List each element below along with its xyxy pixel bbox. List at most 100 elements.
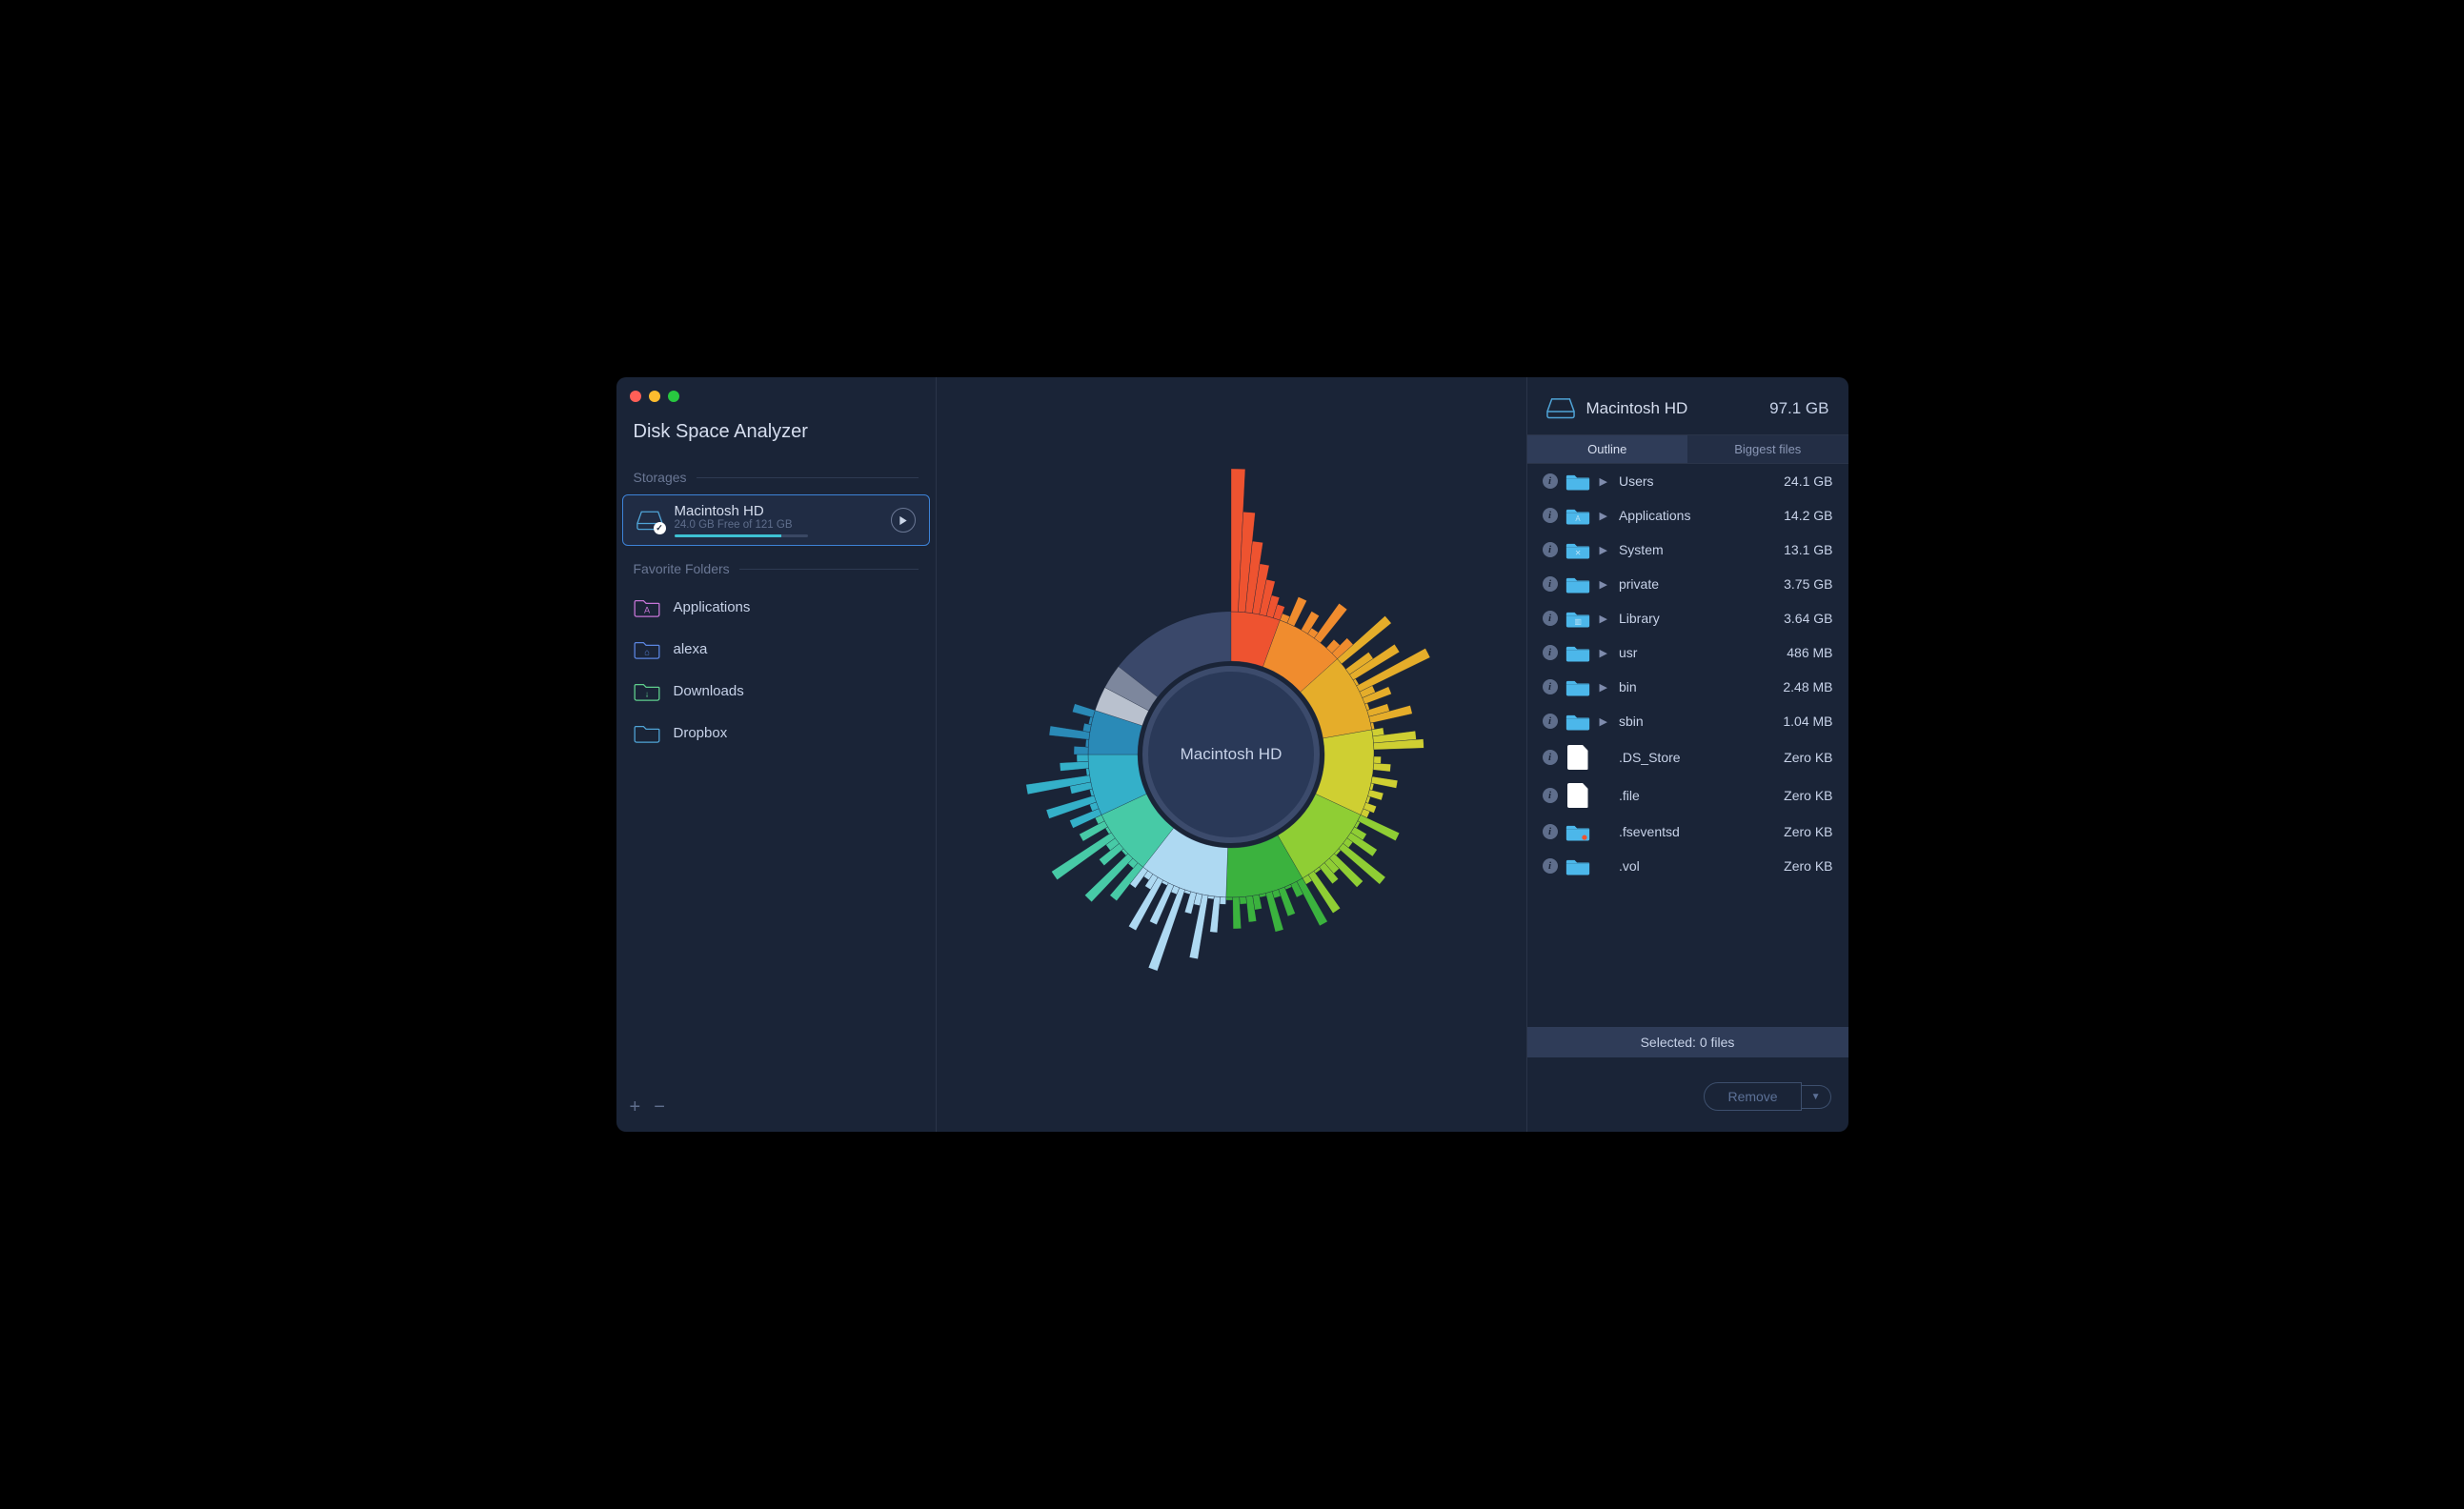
file-name: private	[1619, 576, 1776, 592]
list-item[interactable]: i ▶ .vol Zero KB	[1527, 849, 1848, 883]
info-icon[interactable]: i	[1543, 679, 1558, 694]
list-item[interactable]: i ▶ bin 2.48 MB	[1527, 670, 1848, 704]
file-size: 24.1 GB	[1784, 473, 1832, 489]
file-name: bin	[1619, 679, 1775, 694]
file-size: 14.2 GB	[1784, 508, 1832, 523]
chevron-right-icon[interactable]: ▶	[1600, 715, 1607, 728]
folder-icon	[1565, 573, 1590, 594]
file-size: Zero KB	[1784, 788, 1832, 803]
remove-button[interactable]: Remove ▼	[1704, 1082, 1830, 1111]
scan-button[interactable]	[891, 508, 916, 533]
info-icon[interactable]: i	[1543, 645, 1558, 660]
info-icon[interactable]: i	[1543, 824, 1558, 839]
info-icon[interactable]: i	[1543, 611, 1558, 626]
file-name: System	[1619, 542, 1776, 557]
sidebar-item-label: Downloads	[674, 683, 744, 699]
remove-button[interactable]: −	[654, 1097, 665, 1117]
storage-bar	[675, 534, 808, 537]
list-item[interactable]: i ▶ .fseventsd Zero KB	[1527, 815, 1848, 849]
right-panel: Macintosh HD 97.1 GB Outline Biggest fil…	[1526, 377, 1848, 1132]
file-name: .vol	[1619, 858, 1776, 874]
svg-text:↓: ↓	[644, 689, 649, 698]
chevron-right-icon[interactable]: ▶	[1600, 475, 1607, 488]
svg-text:A: A	[643, 605, 650, 614]
storage-info: Macintosh HD 24.0 GB Free of 121 GB	[675, 503, 879, 537]
file-size: Zero KB	[1784, 824, 1832, 839]
section-favorites: Favorite Folders	[616, 552, 936, 580]
tabs: Outline Biggest files	[1527, 434, 1848, 464]
traffic-lights	[630, 391, 679, 402]
close-window[interactable]	[630, 391, 641, 402]
apps-icon: A	[634, 595, 660, 618]
info-icon[interactable]: i	[1543, 714, 1558, 729]
file-size: Zero KB	[1784, 750, 1832, 765]
file-list: i ▶ Users 24.1 GBi A ▶ Applications 14.2…	[1527, 464, 1848, 1027]
chevron-right-icon[interactable]: ▶	[1600, 578, 1607, 591]
file-name: Applications	[1619, 508, 1776, 523]
info-icon[interactable]: i	[1543, 788, 1558, 803]
list-item[interactable]: i ✕ ▶ System 13.1 GB	[1527, 533, 1848, 567]
remove-area: Remove ▼	[1527, 1057, 1848, 1132]
sidebar-item-applications[interactable]: A Applications	[616, 586, 936, 628]
info-icon[interactable]: i	[1543, 750, 1558, 765]
folder-icon	[634, 721, 660, 744]
home-icon: ⌂	[634, 637, 660, 660]
maximize-window[interactable]	[668, 391, 679, 402]
file-size: 486 MB	[1787, 645, 1832, 660]
info-icon[interactable]: i	[1543, 576, 1558, 592]
list-item[interactable]: i A ▶ Applications 14.2 GB	[1527, 498, 1848, 533]
sidebar: Disk Space Analyzer Storages ✓ Macintosh…	[616, 377, 937, 1132]
folder-icon	[1565, 821, 1590, 842]
file-name: sbin	[1619, 714, 1775, 729]
list-item[interactable]: i ▶ sbin 1.04 MB	[1527, 704, 1848, 738]
add-button[interactable]: +	[630, 1097, 641, 1117]
chart-center-label: Macintosh HD	[1174, 745, 1288, 764]
chevron-right-icon[interactable]: ▶	[1600, 647, 1607, 659]
info-icon[interactable]: i	[1543, 473, 1558, 489]
storage-card[interactable]: ✓ Macintosh HD 24.0 GB Free of 121 GB	[622, 494, 930, 546]
remove-menu-icon[interactable]: ▼	[1802, 1085, 1831, 1109]
svg-text:⌂: ⌂	[644, 647, 650, 656]
sidebar-item-downloads[interactable]: ↓ Downloads	[616, 670, 936, 712]
file-name: .file	[1619, 788, 1776, 803]
sidebar-item-label: Applications	[674, 599, 751, 615]
chart-area: Macintosh HD	[937, 377, 1526, 1132]
disk-icon: ✓	[636, 509, 663, 532]
folder-icon: ▥	[1565, 608, 1590, 629]
chevron-right-icon[interactable]: ▶	[1600, 510, 1607, 522]
sidebar-item-dropbox[interactable]: Dropbox	[616, 712, 936, 754]
file-size: 13.1 GB	[1784, 542, 1832, 557]
check-icon: ✓	[654, 522, 666, 534]
chevron-right-icon[interactable]: ▶	[1600, 613, 1607, 625]
sidebar-item-label: Dropbox	[674, 725, 728, 741]
list-item[interactable]: i ▶ .DS_Store Zero KB	[1527, 738, 1848, 776]
file-name: Users	[1619, 473, 1776, 489]
info-icon[interactable]: i	[1543, 858, 1558, 874]
tab-biggest[interactable]: Biggest files	[1687, 435, 1848, 463]
disk-icon	[1546, 396, 1575, 421]
section-storages: Storages	[616, 460, 936, 489]
minimize-window[interactable]	[649, 391, 660, 402]
storage-subtitle: 24.0 GB Free of 121 GB	[675, 519, 879, 531]
folder-icon	[1565, 471, 1590, 492]
folder-icon	[1565, 855, 1590, 876]
chevron-right-icon[interactable]: ▶	[1600, 544, 1607, 556]
info-icon[interactable]: i	[1543, 542, 1558, 557]
list-item[interactable]: i ▶ private 3.75 GB	[1527, 567, 1848, 601]
file-size: 2.48 MB	[1783, 679, 1832, 694]
chevron-right-icon[interactable]: ▶	[1600, 681, 1607, 694]
svg-text:A: A	[1575, 514, 1581, 523]
list-item[interactable]: i ▥ ▶ Library 3.64 GB	[1527, 601, 1848, 635]
list-item[interactable]: i ▶ .file Zero KB	[1527, 776, 1848, 815]
tab-outline[interactable]: Outline	[1527, 435, 1688, 463]
folder-icon: A	[1565, 505, 1590, 526]
file-icon	[1567, 783, 1588, 808]
folder-icon: ✕	[1565, 539, 1590, 560]
sidebar-item-alexa[interactable]: ⌂ alexa	[616, 628, 936, 670]
list-item[interactable]: i ▶ usr 486 MB	[1527, 635, 1848, 670]
list-item[interactable]: i ▶ Users 24.1 GB	[1527, 464, 1848, 498]
info-icon[interactable]: i	[1543, 508, 1558, 523]
svg-text:▥: ▥	[1574, 617, 1581, 626]
remove-main[interactable]: Remove	[1704, 1082, 1801, 1111]
file-size: 3.64 GB	[1784, 611, 1832, 626]
